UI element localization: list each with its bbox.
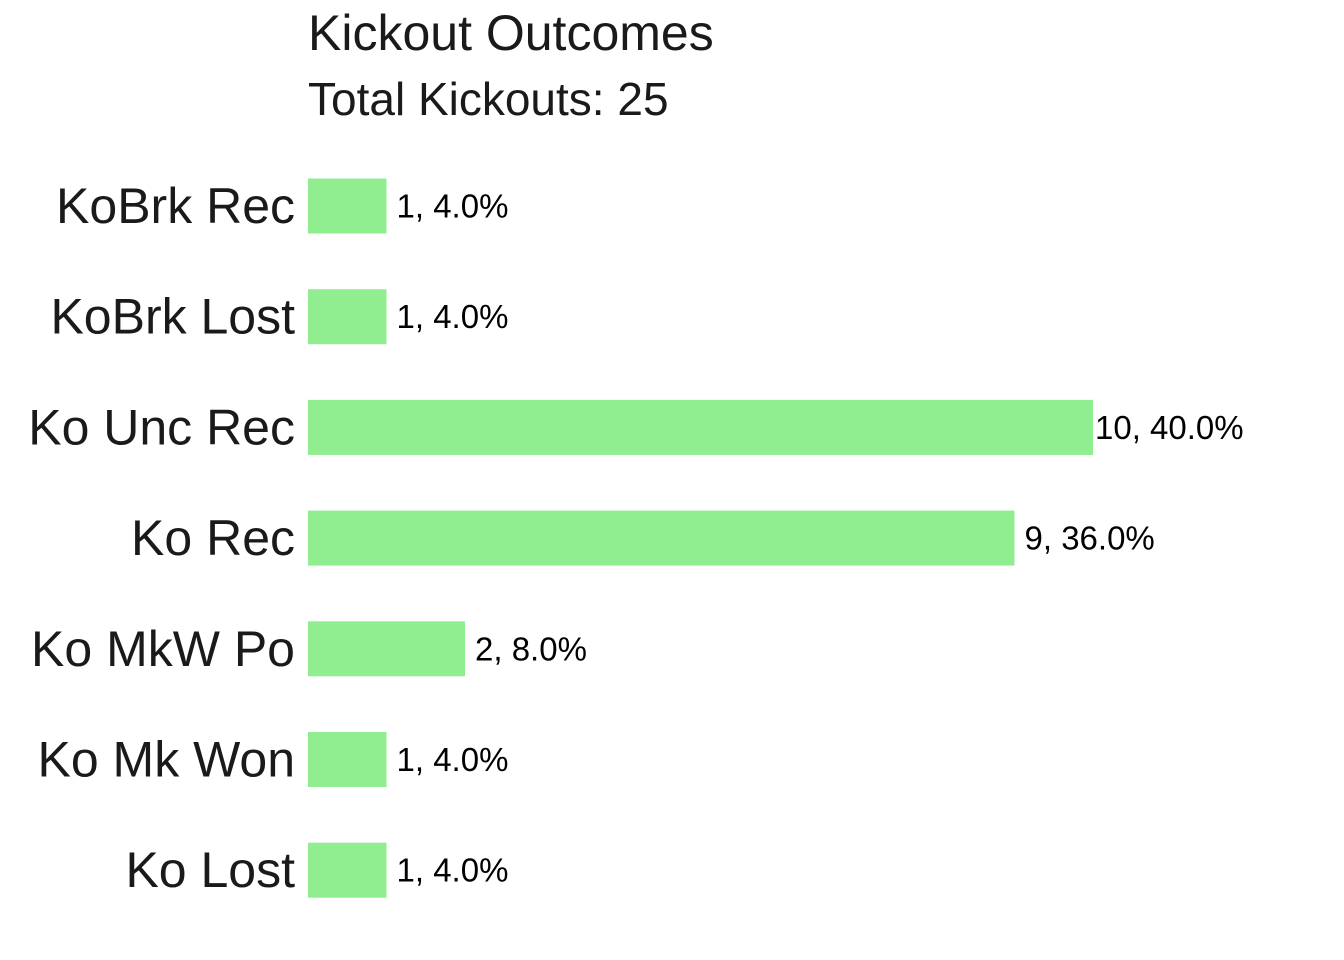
category-axis: KoBrk Rec KoBrk Lost Ko Unc Rec Ko Rec Ko Mk… <box>28 178 295 898</box>
data-labels-layer: 1, 4.0% 1, 4.0% 10, 40.0% 9, 36.0% 2, 8.0% 1,… <box>397 188 1244 889</box>
category-tick-label: Ko Mk Won <box>38 732 296 788</box>
bar-data-label: 1, 4.0% <box>397 298 509 335</box>
chart-subtitle: Total Kickouts: 25 <box>308 73 669 125</box>
chart-title: Kickout Outcomes <box>308 5 714 61</box>
bar-ko-rec <box>308 510 1015 566</box>
category-tick-label: KoBrk Rec <box>56 178 295 234</box>
bar-ko-mkw-po <box>308 621 465 677</box>
category-tick-label: KoBrk Lost <box>50 289 295 345</box>
bar-data-label: 10, 40.0% <box>1095 409 1244 446</box>
bar-kobrk-lost <box>308 289 387 345</box>
category-tick-label: Ko Unc Rec <box>28 399 295 455</box>
bar-ko-lost <box>308 842 387 898</box>
bars-layer <box>308 178 1093 898</box>
bar-ko-unc-rec <box>308 399 1093 455</box>
bar-data-label: 1, 4.0% <box>397 188 509 225</box>
bar-ko-mk-won <box>308 732 387 787</box>
bar-data-label: 1, 4.0% <box>397 741 509 778</box>
bar-data-label: 2, 8.0% <box>475 630 587 667</box>
category-tick-label: Ko Rec <box>131 510 295 566</box>
bar-kobrk-rec <box>308 178 387 234</box>
bar-data-label: 9, 36.0% <box>1025 520 1155 557</box>
category-tick-label: Ko MkW Po <box>31 621 295 677</box>
bar-data-label: 1, 4.0% <box>397 852 509 889</box>
category-tick-label: Ko Lost <box>125 842 295 898</box>
